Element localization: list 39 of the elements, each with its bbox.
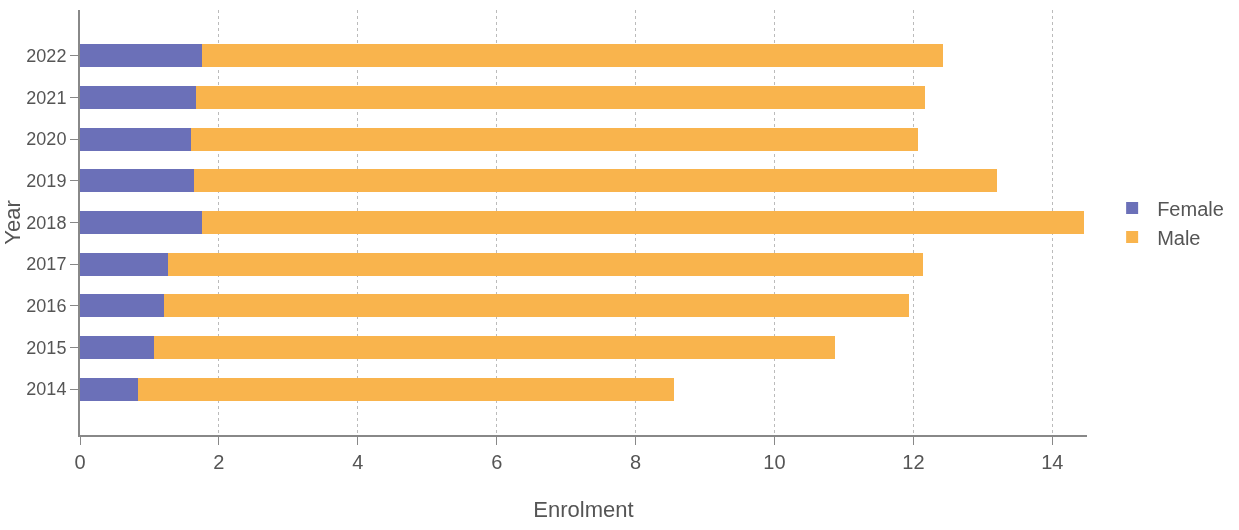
y-axis-title: Year (0, 200, 25, 245)
y-tick-label: 2019 (26, 171, 67, 192)
y-tick-label: 2015 (26, 337, 67, 358)
bar (164, 294, 909, 318)
x-tick-label: 14 (1041, 451, 1064, 473)
x-axis-title: Enrolment (533, 497, 634, 523)
bar (80, 86, 196, 109)
x-tick-label: 12 (902, 451, 925, 473)
bar (80, 211, 203, 234)
bar (80, 294, 165, 318)
x-tick-label: 4 (352, 451, 364, 473)
y-tick-label: 2018 (26, 212, 67, 233)
x-tick-label: 0 (74, 451, 86, 473)
y-tick-label: 2020 (26, 129, 67, 150)
bar (153, 336, 835, 359)
bar (80, 336, 154, 359)
y-tick-label: 2021 (26, 87, 67, 108)
y-tick-label: 2016 (26, 296, 67, 317)
bar (167, 252, 924, 276)
legend-label: Female (1157, 197, 1224, 220)
bar (191, 127, 918, 151)
bar (195, 86, 926, 109)
y-tick-label: 2014 (26, 379, 67, 400)
x-tick-label: 10 (763, 451, 786, 473)
bar (80, 44, 202, 68)
bar (80, 127, 192, 151)
bar (202, 211, 1085, 234)
y-tick-label: 2022 (26, 46, 67, 67)
x-tick-label: 6 (491, 451, 503, 473)
bar (80, 169, 194, 193)
bar (80, 377, 138, 401)
bar (80, 252, 168, 276)
x-tick-label: 2 (213, 451, 225, 473)
x-tick-label: 8 (630, 451, 642, 473)
bar (193, 169, 997, 193)
bar (137, 377, 674, 401)
legend-label: Male (1157, 226, 1201, 249)
bar (201, 44, 944, 68)
y-tick-label: 2017 (26, 254, 67, 275)
